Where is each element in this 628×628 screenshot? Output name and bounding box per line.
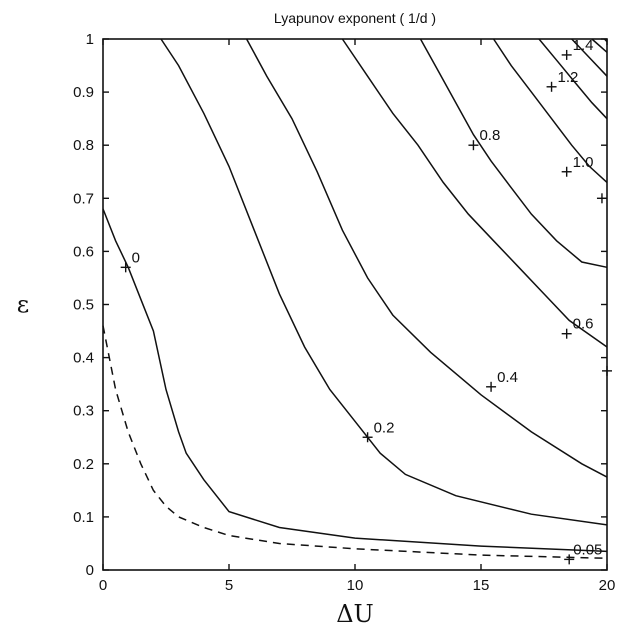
- contour-label: 0.4: [497, 369, 518, 386]
- y-tick-label: 0: [86, 562, 94, 579]
- x-tick-label: 15: [473, 577, 490, 594]
- contour-label: 0.05: [573, 541, 602, 558]
- contour-label: 0.6: [573, 316, 594, 333]
- contour-label: 1.4: [573, 37, 594, 54]
- contour-label: 0.2: [374, 419, 395, 436]
- y-tick-label: 0.1: [73, 509, 94, 526]
- plot-frame: [102, 38, 608, 571]
- contour-line: [571, 38, 608, 77]
- contour-label: 1.0: [573, 154, 594, 171]
- x-tick-label: 10: [347, 577, 364, 594]
- contour-lines: [102, 38, 608, 560]
- y-tick-label: 0.4: [73, 350, 94, 367]
- y-tick-label: 0.8: [73, 137, 94, 154]
- x-axis-ticks: 0 5 10 15 20: [99, 39, 616, 594]
- contour-labels: 0 0.2 0.4 0.6 0.8 1.0 1.2 1.4 0.05: [120, 37, 612, 565]
- y-tick-label: 0.6: [73, 243, 94, 260]
- y-axis-label: ε: [17, 291, 29, 319]
- x-tick-label: 5: [225, 577, 233, 594]
- x-tick-label: 20: [599, 577, 616, 594]
- contour-line: [160, 38, 608, 526]
- x-axis-label: ΔU: [336, 600, 374, 628]
- contour-line: [538, 38, 608, 120]
- y-axis-ticks: 0 0.1 0.2 0.3 0.4 0.5 0.6 0.7 0.8 0.9 1: [73, 31, 607, 579]
- contour-line: [102, 208, 608, 553]
- contour-label: 0: [132, 249, 140, 266]
- contour-line: [591, 38, 608, 53]
- contour-line: [492, 38, 608, 183]
- contour-line: [245, 38, 608, 478]
- y-tick-label: 0.2: [73, 456, 94, 473]
- x-tick-label: 0: [99, 577, 107, 594]
- y-tick-label: 0.7: [73, 190, 94, 207]
- contour-line: [341, 38, 608, 348]
- contour-line: [419, 38, 608, 269]
- y-tick-label: 0.3: [73, 403, 94, 420]
- chart-title: Lyapunov exponent ( 1/d ): [274, 10, 436, 26]
- y-tick-label: 0.5: [73, 297, 94, 314]
- contour-line: [102, 325, 608, 560]
- y-tick-label: 0.9: [73, 84, 94, 101]
- contour-line: [603, 38, 608, 43]
- contour-label: 0.8: [479, 127, 500, 144]
- y-tick-label: 1: [86, 31, 94, 48]
- contour-label: 1.2: [558, 69, 579, 86]
